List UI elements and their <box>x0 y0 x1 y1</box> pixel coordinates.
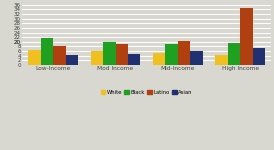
Bar <box>53 46 66 65</box>
Bar <box>253 48 265 65</box>
Bar <box>215 55 228 65</box>
Bar <box>66 55 78 65</box>
Bar <box>240 8 253 65</box>
Bar <box>190 51 203 65</box>
Bar <box>128 54 141 65</box>
Bar <box>228 43 240 65</box>
Bar <box>28 50 41 65</box>
Bar <box>91 51 103 65</box>
Bar <box>153 53 165 65</box>
Bar <box>103 42 116 65</box>
Legend: White, Black, Latino, Asian: White, Black, Latino, Asian <box>98 88 195 97</box>
Bar <box>116 44 128 65</box>
Bar <box>41 38 53 65</box>
Bar <box>178 41 190 65</box>
Bar <box>165 44 178 65</box>
